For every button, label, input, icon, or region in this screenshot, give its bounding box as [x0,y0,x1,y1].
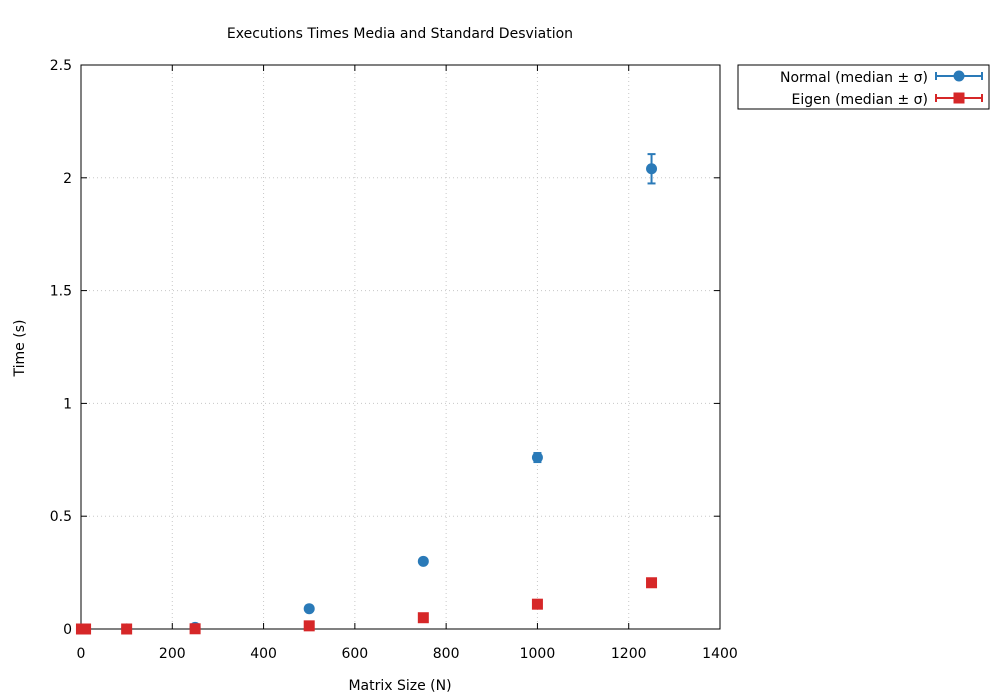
x-axis-title: Matrix Size (N) [348,678,451,694]
x-tick-label: 1400 [702,646,738,662]
series-1 [75,577,658,635]
data-point [417,612,429,624]
x-tick-label: 600 [341,646,368,662]
plot-frame [80,64,721,630]
data-point [646,163,658,175]
grid [81,65,720,629]
x-tick-label: 800 [433,646,460,662]
chart-title: Executions Times Media and Standard Desv… [227,26,573,42]
series-0 [75,153,658,635]
data-point [303,603,315,615]
x-tick-label: 0 [77,646,86,662]
legend-symbol-normal [935,70,983,82]
data-point [303,620,315,632]
y-tick-label: 2 [63,171,72,187]
data-point [189,623,201,635]
data-series [75,153,658,635]
data-point [646,577,658,589]
legend-label-normal: Normal (median ± σ) [780,70,928,86]
tick-labels: 0 200 400 600 800 1000 1200 1400 0 0.5 1 1.5 2 2.5 [50,58,738,662]
data-point [417,555,429,567]
legend-frame [737,64,990,110]
legend-symbol-eigen [935,92,983,104]
x-tick-label: 400 [250,646,277,662]
legend-marker [953,92,965,104]
x-tick-label: 1200 [611,646,647,662]
y-axis-title: Time (s) [12,320,28,378]
x-tick-label: 1000 [520,646,556,662]
x-tick-label: 200 [159,646,186,662]
y-tick-label: 0.5 [50,509,72,525]
y-tick-label: 2.5 [50,58,72,74]
y-tick-label: 1 [63,396,72,412]
legend: Normal (median ± σ) Eigen (median ± σ) [737,64,990,110]
data-point [80,623,92,635]
y-tick-label: 1.5 [50,284,72,300]
data-point [121,623,133,635]
axis-ticks [80,64,721,630]
data-point [531,452,543,464]
legend-label-eigen: Eigen (median ± σ) [792,92,928,108]
y-tick-label: 0 [63,622,72,638]
legend-marker [953,70,965,82]
data-point [531,598,543,610]
